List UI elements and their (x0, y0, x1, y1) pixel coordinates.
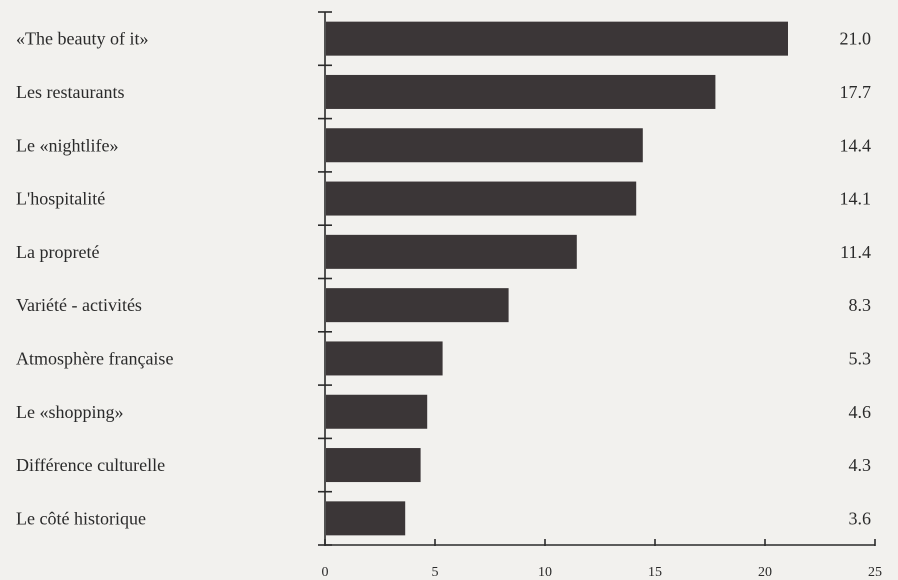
category-label: L'hospitalité (16, 189, 105, 209)
data-label: 4.3 (849, 455, 872, 475)
x-tick-label: 20 (758, 565, 772, 580)
bar (326, 234, 577, 269)
axis-layer: 0 5 10 15 20 25 (318, 11, 882, 580)
category-label: Variété - activités (16, 295, 142, 315)
category-label: Différence culturelle (16, 455, 165, 475)
data-label: 8.3 (849, 295, 872, 315)
bar (326, 128, 643, 163)
data-label: 14.1 (840, 189, 872, 209)
category-label: Le «nightlife» (16, 135, 118, 155)
bar (326, 74, 716, 109)
bar (326, 394, 428, 429)
data-label: 4.6 (849, 402, 872, 422)
bar (326, 501, 406, 536)
category-label: Les restaurants (16, 82, 124, 102)
data-label: 5.3 (849, 348, 872, 368)
category-label: Atmosphère française (16, 348, 173, 368)
bar (326, 288, 509, 323)
x-tick-label: 5 (432, 565, 439, 580)
data-label: 17.7 (840, 82, 872, 102)
bar (326, 21, 788, 56)
category-label: «The beauty of it» (16, 29, 148, 49)
data-label: 3.6 (849, 508, 872, 528)
x-tick-label: 25 (868, 565, 882, 580)
x-tick-label: 0 (322, 565, 329, 580)
category-label: Le côté historique (16, 508, 146, 528)
bar (326, 341, 443, 376)
bar (326, 181, 637, 216)
labels-layer: «The beauty of it» 21.0 Les restaurants 17.… (16, 29, 871, 529)
category-label: Le «shopping» (16, 402, 124, 422)
category-label: La propreté (16, 242, 99, 262)
data-label: 21.0 (840, 29, 872, 49)
x-tick-label: 10 (538, 565, 552, 580)
data-label: 11.4 (840, 242, 871, 262)
data-label: 14.4 (840, 135, 872, 155)
bars-layer (326, 21, 788, 536)
bar (326, 448, 421, 483)
x-tick-label: 15 (648, 565, 662, 580)
